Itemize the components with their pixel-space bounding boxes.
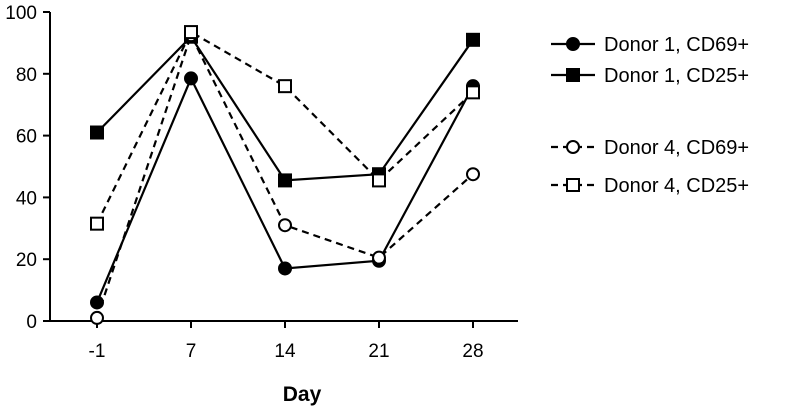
legend-label: Donor 1, CD25+ (604, 65, 749, 87)
legend-marker (566, 37, 580, 51)
series-2 (90, 29, 480, 188)
data-point (278, 261, 292, 276)
legend-item-1: Donor 1, CD69+ (551, 34, 749, 56)
data-point (466, 85, 480, 100)
x-tick-label: 21 (368, 341, 389, 362)
x-tick-label: -1 (89, 341, 106, 362)
legend-marker (566, 68, 580, 82)
data-point (184, 71, 198, 86)
legend-marker (566, 178, 580, 192)
y-tick-label: 80 (16, 65, 37, 86)
series-1 (90, 71, 480, 310)
legend: Donor 1, CD69+ Donor 1, CD25+ Donor 4, CD6… (551, 34, 749, 197)
data-point (90, 125, 104, 140)
legend-item-4: Donor 4, CD25+ (551, 175, 749, 197)
x-tick-label: 14 (274, 341, 296, 362)
legend-item-3: Donor 4, CD69+ (551, 137, 749, 159)
series-3 (90, 28, 480, 325)
data-point (90, 216, 104, 231)
x-ticks: -1 7 14 21 28 (89, 321, 484, 362)
legend-marker (566, 140, 580, 154)
x-tick-label: 28 (462, 341, 483, 362)
y-tick-label: 0 (26, 312, 37, 333)
data-point (278, 173, 292, 188)
series-line (96, 30, 474, 225)
data-point (278, 218, 292, 233)
series-line (96, 34, 474, 182)
data-point (372, 173, 386, 188)
data-point (184, 25, 198, 40)
legend-label: Donor 4, CD25+ (604, 175, 749, 197)
legend-label: Donor 1, CD69+ (604, 34, 749, 56)
y-ticks: 0 20 40 60 80 100 (5, 3, 50, 333)
x-tick-label: 7 (186, 341, 197, 362)
y-tick-label: 40 (16, 188, 37, 209)
series-4 (90, 25, 480, 231)
axes: 0 20 40 60 80 100 -1 7 14 21 28 Day (5, 3, 518, 406)
data-point (466, 32, 480, 47)
y-tick-label: 100 (5, 3, 37, 24)
data-point (466, 167, 480, 182)
legend-label: Donor 4, CD69+ (604, 137, 749, 159)
data-point (278, 79, 292, 94)
y-tick-label: 60 (16, 127, 37, 148)
data-point (90, 310, 104, 325)
x-axis-title: Day (283, 383, 322, 406)
plot-area (90, 25, 480, 325)
data-point (372, 250, 386, 265)
y-tick-label: 20 (16, 250, 37, 271)
legend-item-2: Donor 1, CD25+ (551, 65, 749, 87)
